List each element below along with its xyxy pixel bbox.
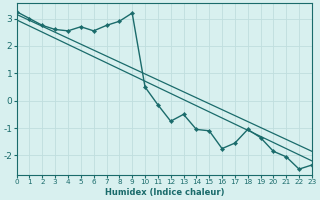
X-axis label: Humidex (Indice chaleur): Humidex (Indice chaleur) [105,188,224,197]
